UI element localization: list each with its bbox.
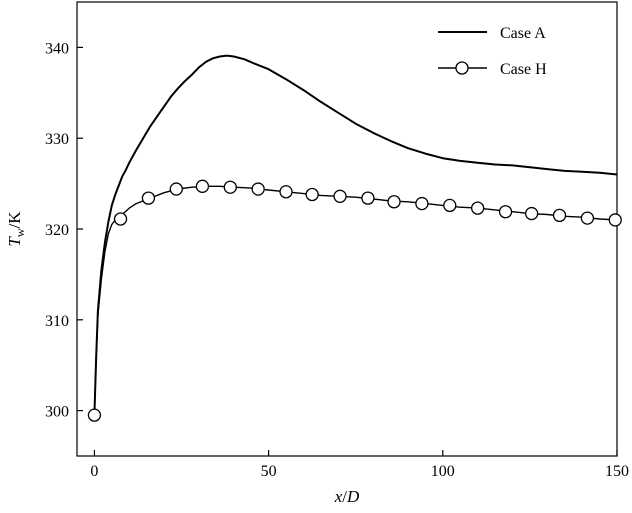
y-axis-label: Tw/K [5,211,27,247]
x-tick-label: 0 [90,463,98,480]
y-axis-label-unit: /K [5,211,24,229]
data-point-case-h [361,191,375,205]
y-tick-label: 300 [45,404,69,421]
x-tick-label: 150 [605,463,629,480]
data-point-case-h [305,187,319,202]
legend-label-case-a: Case A [500,25,546,42]
data-point-case-h [470,201,485,215]
y-axis-label-subscript: w [13,228,27,237]
x-axis-label-main: x [334,487,343,506]
data-point-case-h [498,205,513,219]
ticks: 0 50 100 150 300 310 320 330 340 [45,40,629,480]
data-point-case-h [580,211,595,225]
data-point-case-h [169,182,183,196]
data-point-case-h [333,189,347,203]
data-point-case-h [524,206,539,221]
x-tick-label: 100 [431,463,455,480]
data-point-case-h [552,208,567,223]
x-axis-label-sub: D [346,487,360,506]
data-point-case-h [415,196,429,211]
x-axis-label-separator: / [342,487,347,506]
y-tick-label: 320 [45,222,69,239]
series-markers [87,179,622,422]
legend-label-case-h: Case H [500,61,547,78]
data-point-case-h [223,180,237,194]
y-axis-label-main: T [5,236,24,247]
data-point-case-h [443,198,457,213]
y-tick-label: 310 [45,313,69,330]
series-line-case-a [93,54,618,416]
data-point-case-h [387,195,401,209]
data-point-case-h [195,179,210,193]
data-point-case-h [141,191,156,205]
data-point-case-h [87,408,102,422]
data-point-case-h [608,213,622,227]
y-tick-label: 330 [45,131,69,148]
y-tick-label: 340 [45,40,69,57]
x-tick-label: 50 [261,463,277,480]
data-point-case-h [279,185,293,199]
data-point-case-h [113,212,128,226]
x-axis-label: x/D [334,487,360,506]
legend-marker-case-h [455,61,469,75]
data-point-case-h [251,182,265,196]
legend: Case A Case H [438,25,547,78]
